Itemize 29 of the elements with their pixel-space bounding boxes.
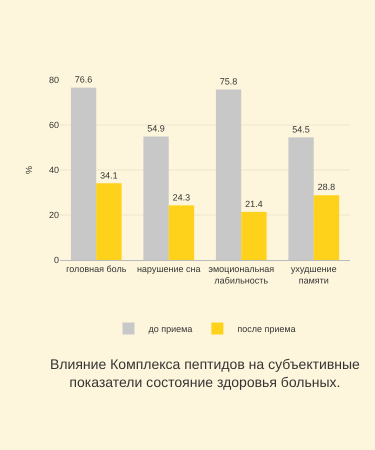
bar: [241, 212, 267, 260]
data-label: 21.4: [245, 198, 263, 209]
y-tick-label: 40: [48, 165, 59, 176]
data-label: 24.3: [172, 192, 190, 202]
data-label: 28.8: [318, 182, 336, 192]
x-tick-label: нарушение сна: [136, 264, 201, 274]
legend-label: после приема: [237, 324, 296, 334]
y-tick-label: 60: [48, 120, 59, 130]
data-label: 54.9: [147, 123, 165, 134]
y-axis-title: %: [24, 166, 34, 174]
bar: [70, 88, 96, 260]
data-label: 54.5: [292, 124, 310, 134]
x-tick-label: эмоциональная лабильность: [208, 264, 274, 286]
x-tick-label: головная боль: [66, 264, 127, 274]
bar: [216, 89, 242, 260]
y-tick-label: 80: [48, 75, 59, 86]
bar: [168, 205, 194, 260]
bar: [143, 136, 169, 260]
data-label: 75.8: [220, 76, 238, 86]
data-label: 34.1: [100, 170, 118, 180]
bar: [288, 137, 314, 260]
y-tick-label: 20: [48, 210, 59, 220]
data-label: 76.6: [74, 74, 92, 85]
legend-label: до приема: [148, 324, 192, 334]
x-tick-label: ухудшение памяти: [290, 264, 337, 286]
bar: [96, 183, 122, 260]
text: Влияние Комплекса пептидов на субъективные показатели состояние здоровья больных.: [50, 356, 360, 390]
bar: [314, 195, 340, 260]
y-tick-label: 0: [54, 255, 59, 266]
